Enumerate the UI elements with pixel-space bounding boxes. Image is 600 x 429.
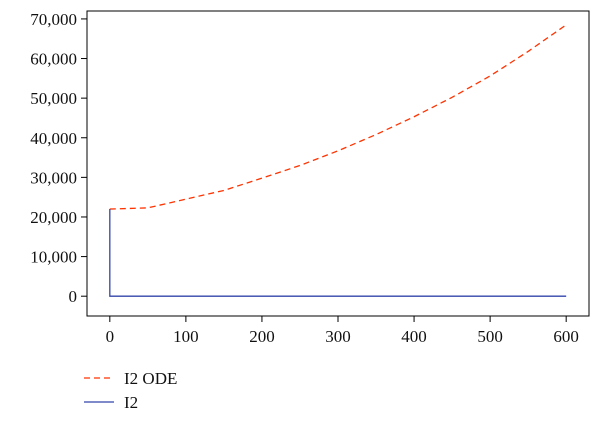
plot-area-frame <box>86 10 590 317</box>
y-tick-label: 20,000 <box>30 208 77 227</box>
x-tick-label: 600 <box>553 327 579 346</box>
x-tick-label: 500 <box>477 327 503 346</box>
legend-label: I2 <box>124 393 138 412</box>
x-tick-label: 200 <box>249 327 275 346</box>
y-tick-label: 40,000 <box>30 129 77 148</box>
y-tick-label: 0 <box>69 287 78 306</box>
legend: I2 ODE I2 <box>84 369 177 412</box>
x-tick-label: 300 <box>325 327 351 346</box>
legend-label: I2 ODE <box>124 369 177 388</box>
x-tick-label: 0 <box>106 327 115 346</box>
x-tick-label: 100 <box>173 327 199 346</box>
series-line-i2-ode <box>109 24 567 210</box>
series-layer <box>109 24 567 297</box>
y-tick-label: 30,000 <box>30 168 77 187</box>
series-line-i2 <box>109 209 567 297</box>
y-tick-label: 50,000 <box>30 89 77 108</box>
y-tick-label: 70,000 <box>30 10 77 29</box>
y-axis: 0 10,000 20,000 30,000 40,000 50,000 60,000 70,… <box>30 10 87 306</box>
y-tick-label: 60,000 <box>30 50 77 69</box>
x-tick-label: 400 <box>401 327 427 346</box>
y-tick-label: 10,000 <box>30 248 77 267</box>
x-axis: 0 100 200 300 400 500 600 <box>106 316 579 346</box>
